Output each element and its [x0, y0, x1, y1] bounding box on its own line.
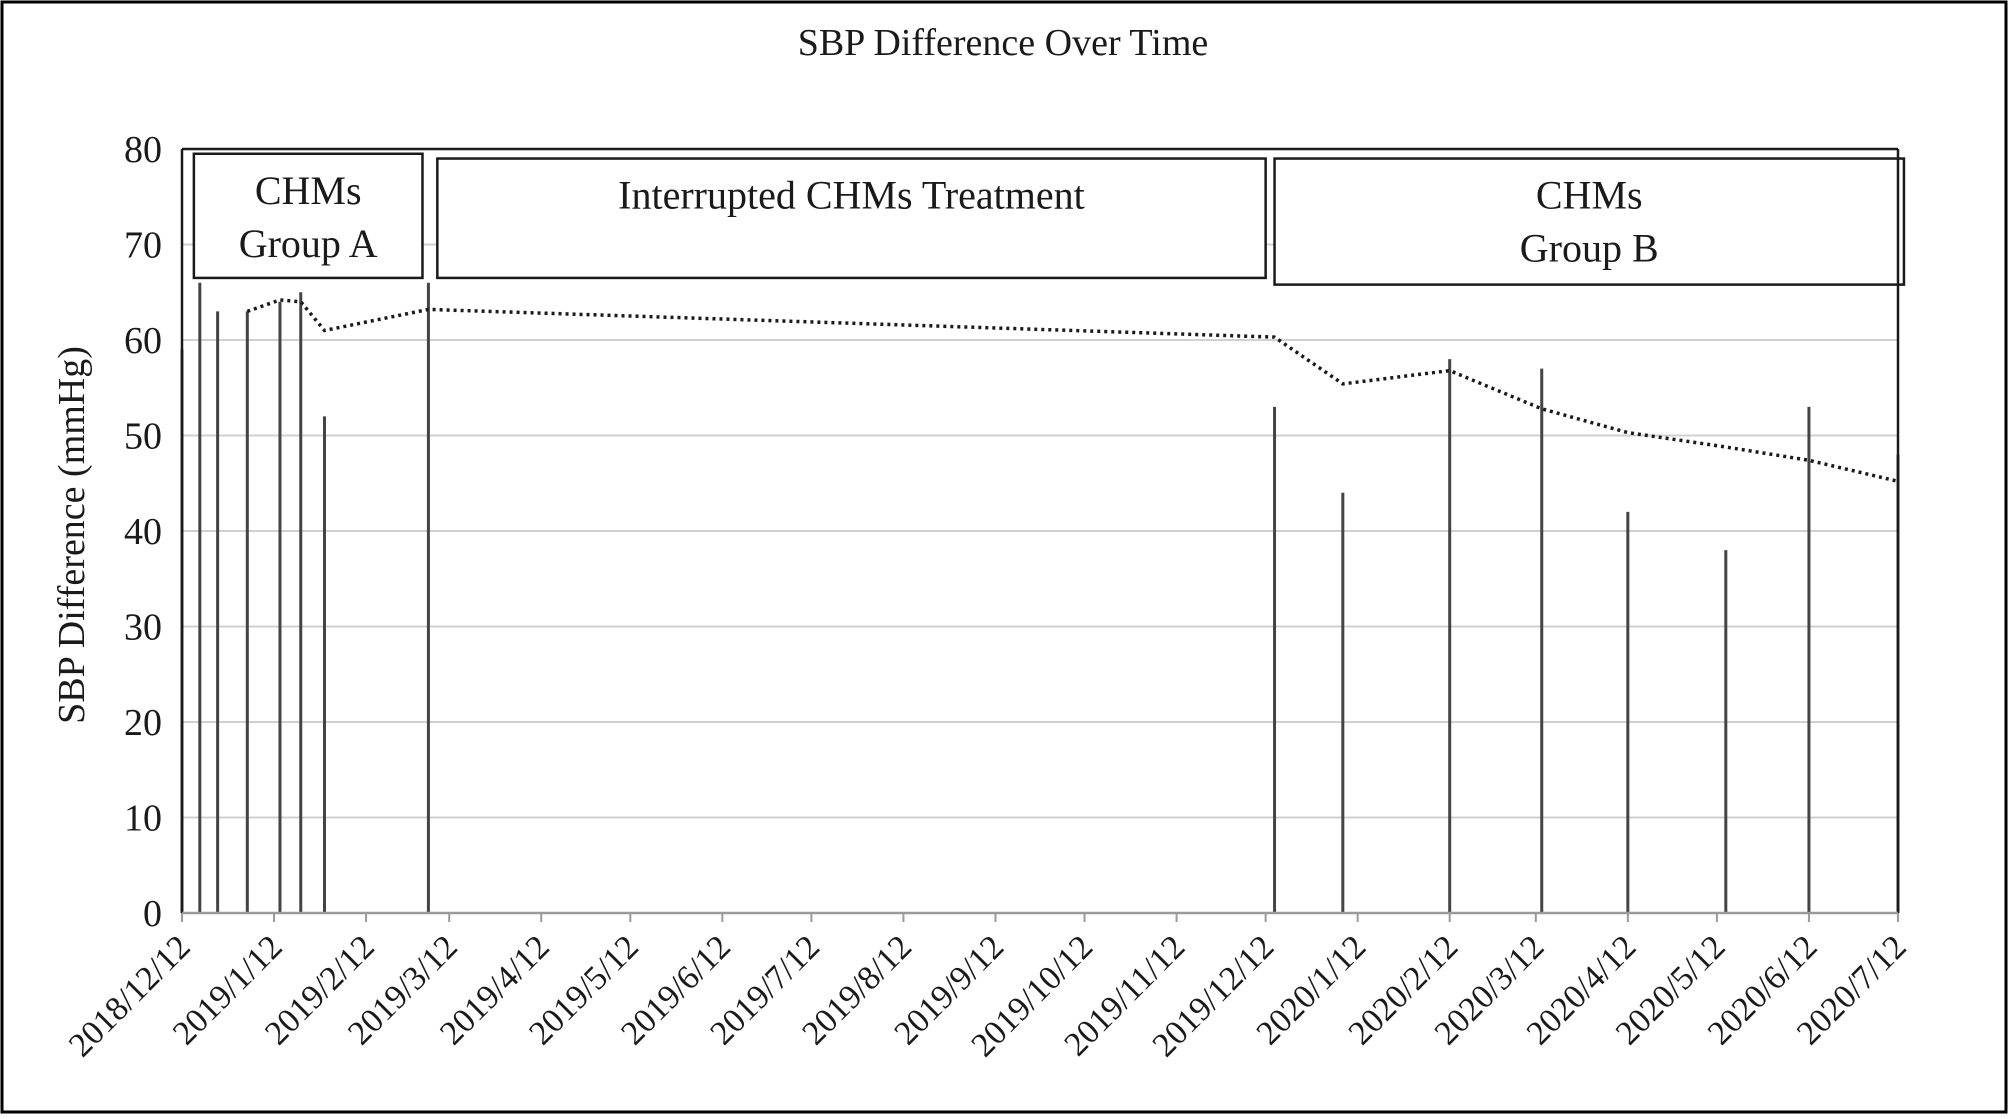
y-axis-label: SBP Difference (mmHg): [51, 346, 93, 724]
y-tick-label: 30: [124, 607, 162, 649]
y-tick-label: 0: [143, 893, 162, 935]
annotation-label: CHMs: [1536, 173, 1643, 218]
y-tick-label: 40: [124, 511, 162, 553]
annotation-box: [436, 157, 1267, 280]
annotation-label: Group B: [1520, 226, 1659, 271]
trendline-series: [246, 298, 1899, 484]
chart-title: SBP Difference Over Time: [798, 22, 1209, 64]
annotation-label: Interrupted CHMs Treatment: [618, 173, 1085, 218]
y-tick-label: 20: [124, 702, 162, 744]
annotation-box: [192, 152, 424, 280]
y-tick-label: 80: [124, 129, 162, 171]
y-tick-label: 50: [124, 416, 162, 458]
y-tick-label: 60: [124, 320, 162, 362]
trendline: [246, 298, 1899, 484]
annotation-box: [1273, 157, 1906, 286]
annotations: CHMs Group A Interrupted CHMs Treatment CHM…: [192, 152, 1906, 286]
annotation-label: CHMs: [255, 168, 362, 213]
y-tick-label: 10: [124, 798, 162, 840]
y-tick-label: 70: [124, 225, 162, 267]
annotation-label: Group A: [239, 221, 378, 266]
